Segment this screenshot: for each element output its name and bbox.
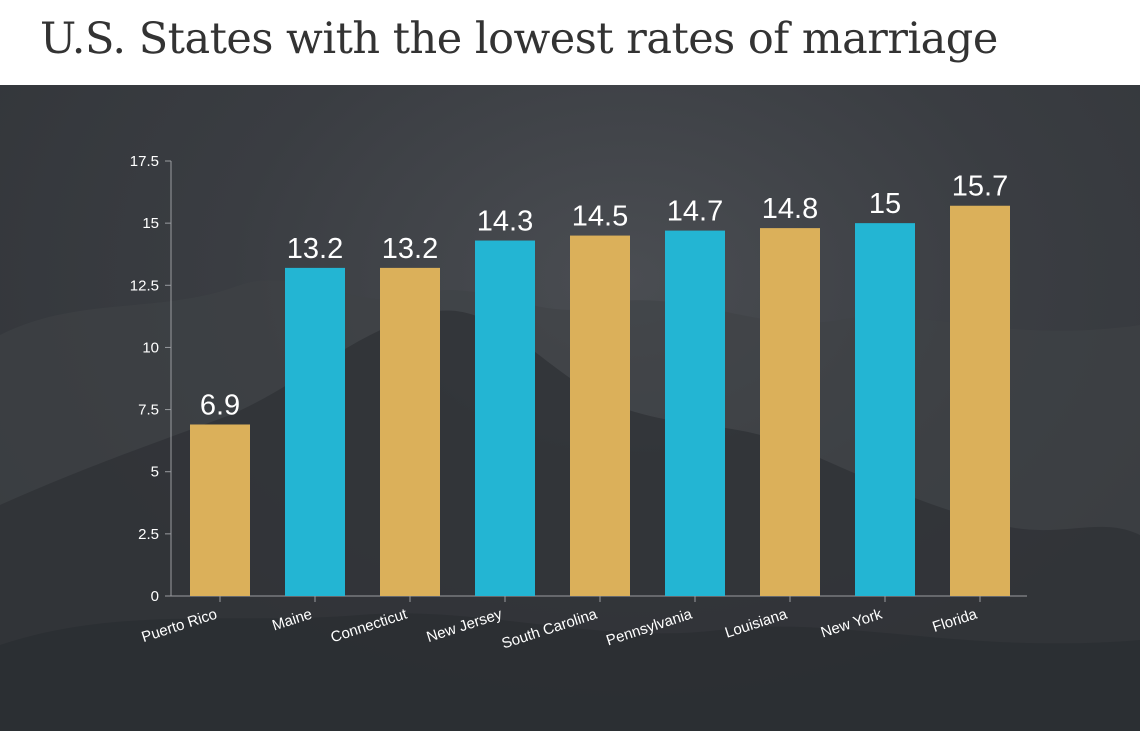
y-tick-label: 17.5 (130, 153, 159, 170)
data-label: 6.9 (200, 389, 240, 421)
x-tick-label: Florida (930, 605, 979, 636)
x-tick-label: New York (819, 605, 885, 641)
bar (665, 230, 725, 596)
bars: 6.9 13.2 13.2 14.3 14.5 14.7 14.8 15 15.7 (190, 171, 1010, 597)
x-tick-label: New Jersey (424, 605, 504, 646)
data-label: 14.8 (762, 193, 818, 225)
data-label: 15 (869, 188, 901, 220)
bar (285, 267, 345, 596)
bar (380, 267, 440, 596)
bar (190, 424, 250, 596)
bar (760, 228, 820, 596)
y-tick-label: 0 (151, 588, 159, 605)
data-label: 15.7 (952, 171, 1008, 203)
data-label: 14.7 (667, 196, 723, 228)
data-label: 14.5 (572, 201, 628, 233)
x-tick-label: Puerto Rico (139, 606, 219, 646)
y-axis: 0 2.5 5 7.5 10 12.5 15 17.5 (130, 153, 172, 605)
y-tick-label: 5 (151, 464, 159, 481)
chart-panel: 0 2.5 5 7.5 10 12.5 15 17.5 Puerto Rico Maine Con… (0, 85, 1140, 731)
y-tick-label: 12.5 (130, 277, 159, 294)
x-tick-label: Maine (270, 606, 314, 635)
data-label: 13.2 (287, 233, 343, 265)
x-axis: Puerto Rico Maine Connecticut New JerseySou… (139, 595, 1027, 652)
bar-chart: 0 2.5 5 7.5 10 12.5 15 17.5 Puerto Rico Maine Con… (130, 153, 1027, 652)
bar (570, 235, 630, 597)
data-label: 14.3 (477, 206, 533, 238)
x-tick-label: Connecticut (329, 605, 410, 646)
x-tick-label: Louisiana (723, 605, 790, 641)
bar (855, 223, 915, 596)
bar (950, 205, 1010, 596)
y-tick-label: 10 (142, 339, 159, 356)
y-tick-label: 2.5 (138, 526, 159, 543)
y-tick-label: 15 (142, 215, 159, 232)
x-tick-label: South Carolina (500, 605, 600, 652)
chart-title: U.S. States with the lowest rates of mar… (40, 14, 998, 64)
y-tick-label: 7.5 (138, 402, 159, 419)
data-label: 13.2 (382, 233, 438, 265)
x-tick-label: Pennsylvania (604, 605, 695, 649)
bar (475, 240, 535, 597)
